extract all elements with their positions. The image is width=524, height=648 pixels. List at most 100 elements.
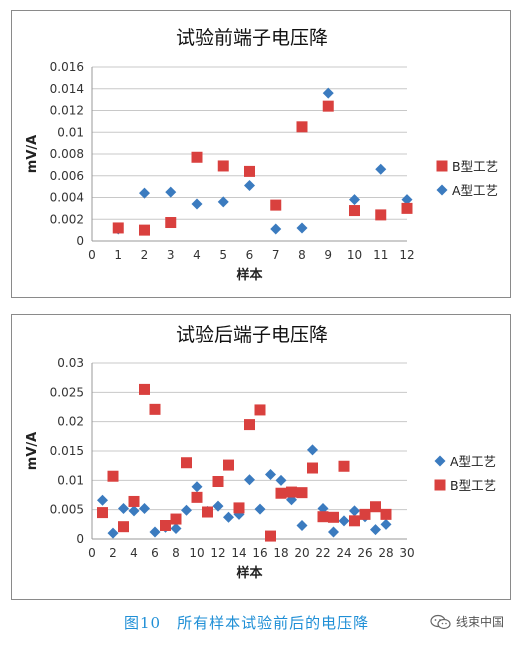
data-point [296, 121, 308, 133]
x-tick-label: 8 [298, 248, 306, 262]
x-tick-label: 10 [347, 248, 362, 262]
data-point [217, 160, 229, 172]
series-a-points [97, 444, 392, 539]
y-tick-label: 0.005 [50, 503, 84, 517]
data-point [286, 486, 297, 498]
data-point [212, 476, 224, 488]
y-tick-label: 0.002 [50, 212, 84, 226]
y-tick-label: 0 [76, 234, 84, 248]
x-tick-label: 9 [324, 248, 332, 262]
data-point [254, 404, 266, 416]
legend-marker [436, 184, 448, 196]
x-tick-label: 0 [88, 248, 96, 262]
watermark-text: 线束中国 [456, 615, 505, 629]
data-point [233, 502, 245, 514]
data-point [191, 491, 203, 503]
y-axis-label: mV/A [25, 432, 40, 470]
legend-marker [436, 160, 448, 172]
data-point [244, 419, 255, 431]
y-tick-label: 0.02 [57, 415, 84, 429]
x-tick-label: 4 [193, 248, 201, 262]
data-point [191, 481, 203, 493]
x-tick-label: 3 [167, 248, 175, 262]
data-point [191, 198, 203, 210]
data-point [380, 518, 392, 530]
watermark: 线束中国 [430, 613, 504, 630]
x-tick-label: 24 [336, 546, 351, 560]
data-point [128, 495, 140, 507]
x-tick-label: 12 [210, 546, 225, 560]
data-point [139, 224, 150, 236]
data-point [139, 383, 150, 395]
x-tick-label: 2 [141, 248, 149, 262]
data-point [107, 470, 119, 482]
data-point [349, 194, 360, 206]
data-point [223, 459, 234, 471]
x-tick-label: 28 [378, 546, 393, 560]
y-tick-label: 0.014 [50, 82, 84, 96]
data-point [265, 468, 276, 480]
x-tick-label: 22 [315, 546, 330, 560]
data-point [160, 520, 171, 532]
x-tick-label: 10 [189, 546, 204, 560]
legend-label: B型工艺 [452, 159, 498, 174]
legend-label: B型工艺 [450, 478, 496, 493]
data-point [97, 507, 108, 519]
x-tick-label: 7 [272, 248, 280, 262]
y-tick-label: 0.008 [50, 147, 84, 161]
y-tick-label: 0.015 [50, 444, 84, 458]
series-a-points [112, 87, 413, 235]
y-tick-label: 0.01 [57, 125, 84, 139]
x-axis-label: 样本 [236, 267, 262, 283]
data-point [118, 521, 129, 533]
data-point [317, 511, 329, 523]
y-tick-label: 0.01 [57, 473, 84, 487]
data-point [370, 524, 381, 536]
data-point [401, 202, 413, 214]
data-point [270, 199, 282, 211]
data-point [139, 502, 150, 514]
data-point [328, 511, 339, 523]
data-point [270, 223, 282, 235]
data-point [349, 515, 360, 527]
data-point [217, 196, 229, 208]
data-point [375, 163, 387, 175]
x-tick-label: 1 [114, 248, 122, 262]
data-point [338, 460, 350, 472]
series-b-points [97, 383, 392, 542]
y-tick-label: 0 [76, 532, 84, 546]
x-tick-label: 5 [219, 248, 227, 262]
data-point [97, 494, 108, 506]
data-point [275, 474, 287, 486]
data-point [139, 187, 150, 199]
chart-panel-before: 试验前端子电压降 0 0.002 0.004 0.006 0.008 0.01 0.012 0.… [11, 10, 511, 298]
wechat-icon [430, 614, 451, 629]
data-point [349, 205, 360, 217]
data-point [244, 180, 255, 192]
x-tick-label: 6 [246, 248, 254, 262]
y-tick-label: 0.03 [57, 356, 84, 370]
data-point [254, 503, 266, 515]
figure-caption: 图10 所有样本试验前后的电压降 线束中国 [0, 612, 524, 636]
y-tick-label: 0.006 [50, 169, 84, 183]
caption-text: 图10 所有样本试验前后的电压降 [124, 614, 370, 632]
x-tick-label: 26 [357, 546, 372, 560]
data-point [275, 487, 287, 499]
chart-panel-after: 试验后端子电压降 0 0.005 0.01 0.015 0.02 0.025 0.03 0 2 4 6… [11, 314, 511, 600]
data-point [149, 526, 161, 538]
data-point [244, 474, 255, 486]
data-point [170, 513, 182, 525]
data-point [191, 151, 203, 163]
data-point [202, 506, 213, 518]
data-point [223, 511, 234, 523]
x-tick-label: 4 [130, 546, 138, 560]
data-point [149, 403, 161, 415]
data-point [212, 500, 224, 512]
y-tick-label: 0.012 [50, 104, 84, 118]
x-axis-label: 样本 [236, 565, 262, 581]
data-point [165, 186, 177, 198]
data-point [359, 508, 371, 520]
data-point [265, 530, 276, 542]
x-tick-label: 8 [172, 546, 180, 560]
